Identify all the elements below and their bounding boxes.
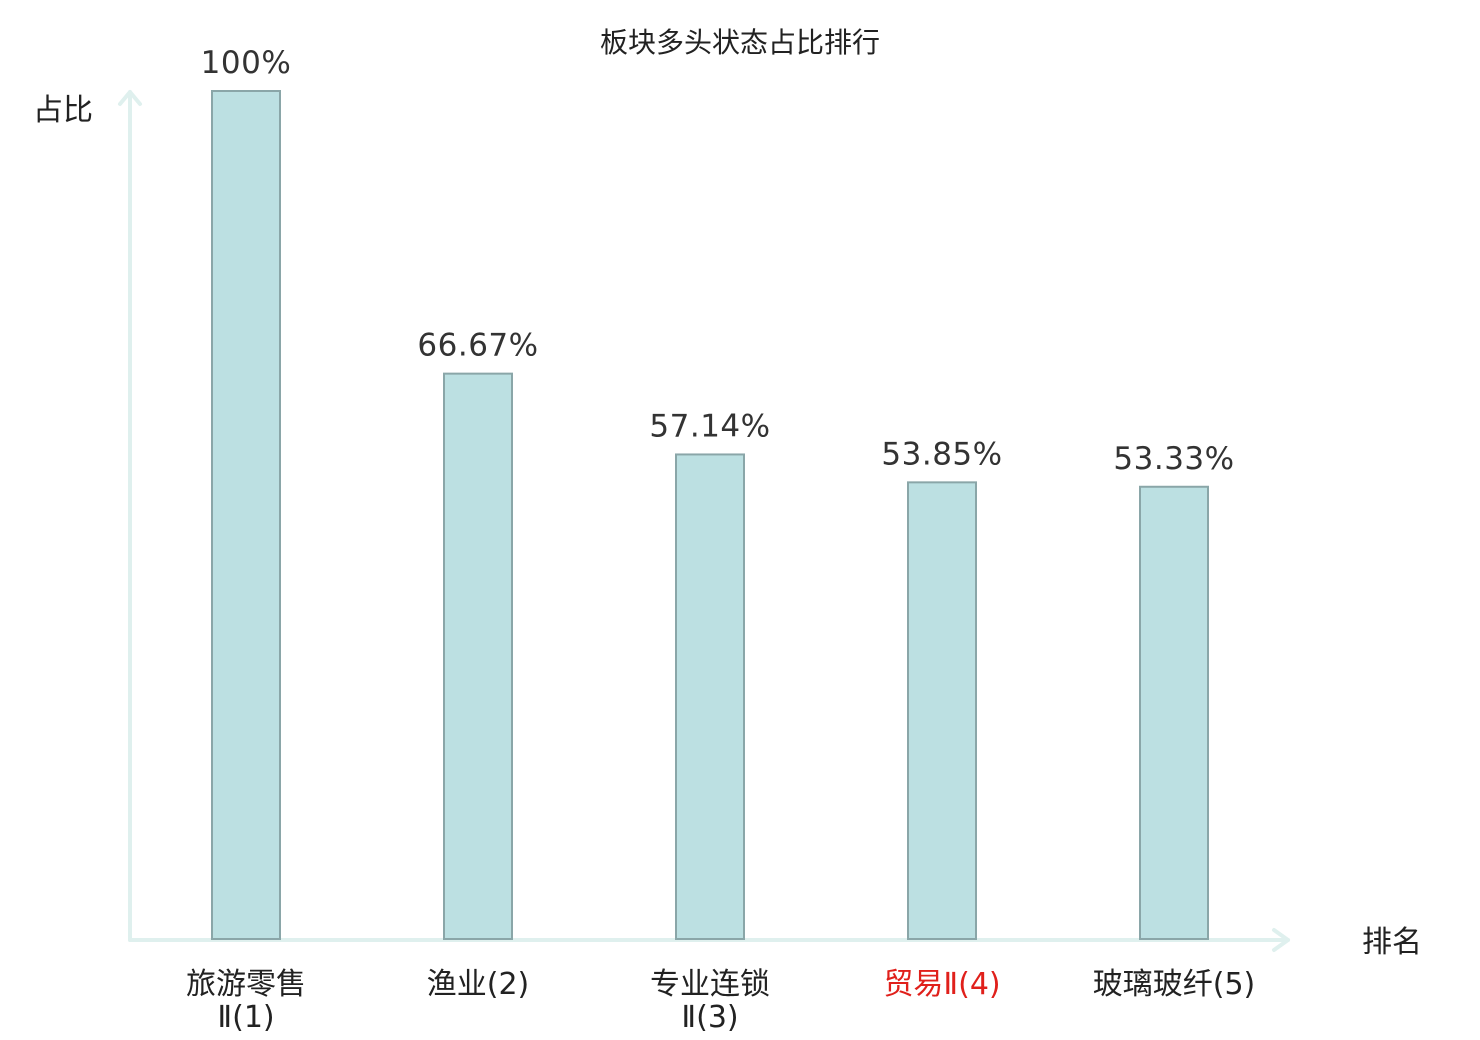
bar-4 xyxy=(907,481,977,940)
category-label-2: 渔业(2) xyxy=(427,967,530,1002)
category-label-3: 专业连锁 Ⅱ(3) xyxy=(650,967,770,1035)
y-axis-label: 占比 xyxy=(33,93,93,128)
x-axis-label: 排名 xyxy=(1362,925,1422,960)
category-label-line: 贸易Ⅱ(4) xyxy=(883,967,1000,1002)
category-label-line: 玻璃玻纤(5) xyxy=(1093,967,1256,1002)
x-axis-arrow-icon xyxy=(1272,928,1290,952)
value-label-4: 53.85% xyxy=(881,436,1002,472)
chart-title: 板块多头状态占比排行 xyxy=(600,26,880,59)
bar-5 xyxy=(1139,485,1209,940)
value-label-1: 100% xyxy=(201,45,292,81)
category-label-line: Ⅱ(1) xyxy=(217,1000,274,1035)
value-label-5: 53.33% xyxy=(1113,441,1234,477)
y-axis-arrow-icon xyxy=(118,90,142,106)
bar-1 xyxy=(211,90,281,940)
category-label-1: 旅游零售 Ⅱ(1) xyxy=(186,967,306,1035)
category-label-4: 贸易Ⅱ(4) xyxy=(883,967,1000,1002)
category-label-line: 渔业(2) xyxy=(427,967,530,1002)
category-label-line: 专业连锁 xyxy=(650,967,770,1002)
value-label-3: 57.14% xyxy=(649,408,770,444)
bar-2 xyxy=(443,372,513,940)
category-label-5: 玻璃玻纤(5) xyxy=(1093,967,1256,1002)
category-label-line: Ⅱ(3) xyxy=(681,1000,738,1035)
bar-3 xyxy=(675,453,745,940)
value-label-2: 66.67% xyxy=(417,328,538,364)
category-label-line: 旅游零售 xyxy=(186,967,306,1002)
bar-series: 100% 旅游零售 Ⅱ(1) 66.67% 渔业(2) 57.14% 专业连锁 Ⅱ(3) 53.… xyxy=(186,45,1255,1035)
